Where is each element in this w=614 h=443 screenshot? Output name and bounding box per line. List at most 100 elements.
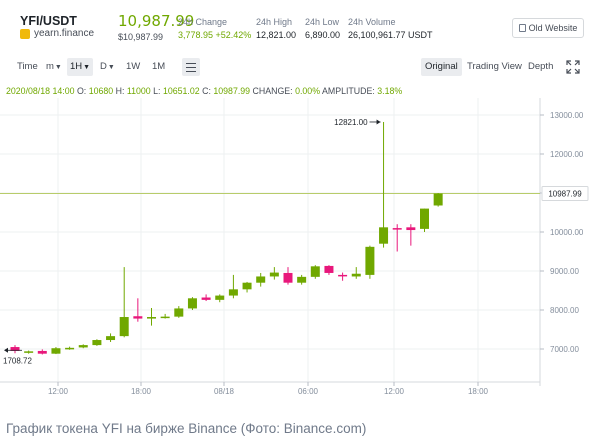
candle-body [256,276,266,283]
x-tick-label: 08/18 [214,387,235,396]
candle-body [365,246,375,275]
project-link[interactable]: yearn.finance [20,28,94,39]
candle-body [92,340,102,346]
ohlc-info-line: 2020/08/18 14:00 O: 10680 H: 11000 L: 10… [6,86,402,96]
stat-24h-volume: 24h Volume 26,100,961.77 USDT [348,17,433,40]
candle-body [392,228,402,230]
info-low-label: L: [153,86,161,96]
fullscreen-icon[interactable] [566,60,580,74]
candlestick-chart[interactable]: 13000.0012000.0011000.0010000.009000.008… [0,98,614,406]
candle-body [65,347,75,350]
candle-body [106,336,116,341]
y-tick-label: 7000.00 [550,345,579,354]
info-open-label: O: [76,86,87,96]
x-tick-label: 18:00 [131,387,152,396]
stat-label: 24h High [256,17,293,27]
candle-body [242,282,252,290]
candle-body [201,297,211,300]
stat-24h-change: 24h Change 3,778.95 +52.42% [178,17,251,40]
y-tick-label: 13000.00 [550,111,584,120]
candle-body [119,317,129,337]
time-label: Time [17,61,38,72]
x-tick-label: 06:00 [298,387,319,396]
stat-value: 6,890.00 [305,30,341,40]
candle-body [78,345,88,348]
candle-body [160,316,170,319]
candle-body [174,308,184,317]
interval-label: m [46,61,54,72]
stat-24h-low: 24h Low 6,890.00 [305,17,340,40]
interval-1w[interactable]: 1W [126,61,141,72]
old-website-label: Old Website [528,23,578,33]
stat-value: 26,100,961.77 USDT [348,30,433,40]
candle-body [269,272,279,277]
candle-body [338,274,348,277]
info-amplitude-label: AMPLITUDE: [322,86,375,96]
stat-value: 12,821.00 [256,30,297,40]
stat-label: 24h Volume [348,17,396,27]
settings-sliders-icon[interactable] [182,58,200,76]
token-logo-icon [20,28,30,39]
candle-body [379,227,389,244]
pair-symbol[interactable]: YFI/USDT [20,14,77,28]
stat-24h-high: 24h High 12,821.00 [256,17,296,40]
candle-body [24,351,34,353]
candle-body [215,295,225,300]
info-low: 10651.02 [162,86,200,96]
candle-body [351,273,361,277]
y-tick-label: 8000.00 [550,306,579,315]
interval-label: D [100,61,107,72]
candle-body [37,350,47,354]
stat-label: 24h Change [178,17,228,27]
interval-minute[interactable]: m▼ [46,58,62,76]
current-price-label: 10987.99 [548,189,582,198]
info-datetime: 2020/08/18 14:00 [6,86,75,96]
candle-body [10,347,20,351]
candle-body [324,265,334,273]
high-annotation-label: 12821.00 [334,118,368,127]
candle-body [310,266,320,277]
interval-1m[interactable]: 1M [152,61,166,72]
caret-down-icon: ▼ [107,64,115,71]
candle-body [133,316,143,319]
x-tick-label: 12:00 [48,387,69,396]
low-annotation-arrowhead [4,347,8,353]
x-tick-label: 18:00 [468,387,489,396]
interval-1h[interactable]: 1H▼ [67,58,94,76]
view-depth[interactable]: Depth [528,61,554,72]
old-website-button[interactable]: Old Website [512,18,584,38]
candle-body [147,317,156,319]
high-annotation-arrowhead [376,119,381,125]
candle-body [228,289,238,296]
image-caption: График токена YFI на бирже Binance (Фото… [6,421,367,436]
interval-label: 1H [70,61,83,72]
x-tick-label: 12:00 [384,387,405,396]
low-annotation-label: 1708.72 [3,356,32,365]
info-change: 0.00% [295,86,321,96]
info-close-label: C: [202,86,211,96]
chart-toolbar: Time m▼ 1H▼ D▼ 1W 1M Original Trading Vi… [0,58,614,76]
candle-body [297,276,307,283]
caret-down-icon: ▼ [54,64,62,71]
info-high: 11000 [126,86,151,96]
view-original[interactable]: Original [421,58,462,76]
current-price-tag [541,185,589,201]
candle-body [187,298,197,309]
last-price: 10,987.99 [118,12,195,30]
interval-day[interactable]: D▼ [100,58,115,76]
y-tick-label: 9000.00 [550,267,579,276]
candle-body [51,348,61,354]
stat-label: 24h Low [305,17,340,27]
candle-body [433,193,443,206]
view-trading-view[interactable]: Trading View [467,61,522,72]
info-open: 10680 [88,86,114,96]
info-close: 10987.99 [213,86,251,96]
last-price-usd: $10,987.99 [118,32,164,42]
stat-value: 3,778.95 +52.42% [178,30,252,40]
y-tick-label: 10000.00 [550,228,584,237]
info-amplitude: 3.18% [377,86,403,96]
ticker-header: YFI/USDT yearn.finance 10,987.99 $10,987… [0,0,614,52]
project-name[interactable]: yearn.finance [34,28,95,39]
candle-body [420,208,429,229]
y-tick-label: 12000.00 [550,150,584,159]
